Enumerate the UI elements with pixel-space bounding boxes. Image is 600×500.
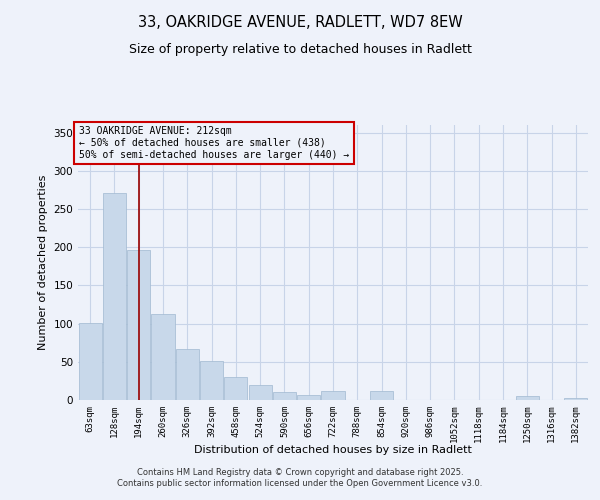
Text: Size of property relative to detached houses in Radlett: Size of property relative to detached ho… [128, 42, 472, 56]
Bar [248, 384, 272, 400]
Bar [176, 349, 199, 400]
Bar [322, 391, 344, 400]
Text: 33 OAKRIDGE AVENUE: 212sqm
← 50% of detached houses are smaller (438)
50% of sem: 33 OAKRIDGE AVENUE: 212sqm ← 50% of deta… [79, 126, 349, 160]
Bar [200, 361, 223, 400]
Text: 33, OAKRIDGE AVENUE, RADLETT, WD7 8EW: 33, OAKRIDGE AVENUE, RADLETT, WD7 8EW [137, 15, 463, 30]
Bar [79, 323, 101, 400]
Text: Contains HM Land Registry data © Crown copyright and database right 2025.
Contai: Contains HM Land Registry data © Crown c… [118, 468, 482, 487]
Bar [151, 314, 175, 400]
Bar [565, 398, 587, 400]
Bar [273, 392, 296, 400]
Y-axis label: Number of detached properties: Number of detached properties [38, 175, 48, 350]
Bar [127, 250, 150, 400]
Bar [224, 377, 247, 400]
X-axis label: Distribution of detached houses by size in Radlett: Distribution of detached houses by size … [194, 446, 472, 456]
Bar [103, 193, 126, 400]
Bar [297, 394, 320, 400]
Bar [516, 396, 539, 400]
Bar [370, 391, 393, 400]
